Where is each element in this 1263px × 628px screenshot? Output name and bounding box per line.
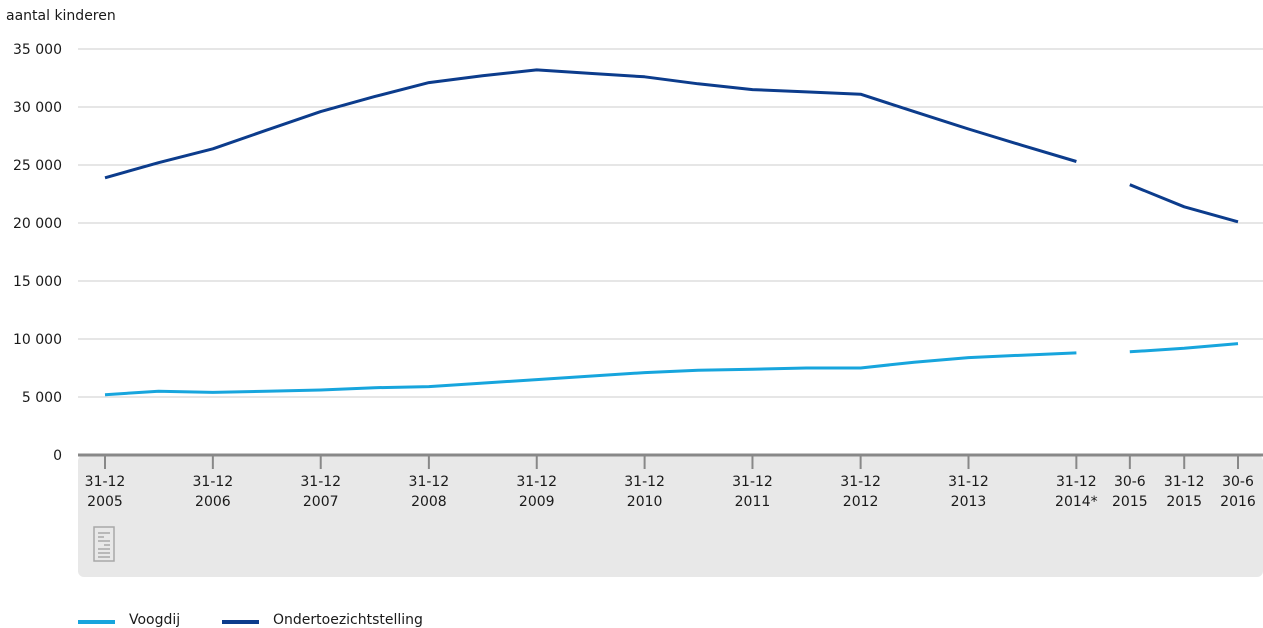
series-line bbox=[104, 68, 1077, 180]
gridlines bbox=[78, 48, 1263, 398]
x-tick-label: 31-12 bbox=[300, 474, 341, 490]
x-tick-label: 30-6 bbox=[1114, 474, 1146, 490]
x-tick-label: 31-12 bbox=[409, 474, 450, 490]
x-ticks: 31-12 2005 31-12 2006 31-12 2007 31-12 2008 31-1… bbox=[85, 455, 1256, 510]
y-tick-label: 15 000 bbox=[13, 274, 62, 290]
x-tick-label: 31-12 bbox=[948, 474, 989, 490]
x-tick-label: 2010 bbox=[627, 494, 663, 510]
y-tick-label: 35 000 bbox=[13, 42, 62, 58]
x-tick-label: 2005 bbox=[87, 494, 123, 510]
x-axis-panel bbox=[78, 455, 1263, 577]
x-tick-label: 2015 bbox=[1112, 494, 1148, 510]
y-tick-label: 30 000 bbox=[13, 100, 62, 116]
x-tick-label: 2006 bbox=[195, 494, 231, 510]
x-tick-label: 2012 bbox=[843, 494, 879, 510]
y-axis-label: aantal kinderen bbox=[6, 8, 116, 24]
x-tick-label: 2008 bbox=[411, 494, 447, 510]
y-tick-label: 10 000 bbox=[13, 332, 62, 348]
x-tick-label: 30-6 bbox=[1222, 474, 1254, 490]
x-tick-label: 31-12 bbox=[193, 474, 234, 490]
y-tick-labels: 0 5 000 10 000 15 000 20 000 25 000 30 000 35 0… bbox=[13, 42, 62, 464]
y-tick-label: 5 000 bbox=[22, 390, 62, 406]
x-tick-label: 2016 bbox=[1220, 494, 1256, 510]
x-tick-label: 2015 bbox=[1166, 494, 1202, 510]
x-tick-label: 31-12 bbox=[840, 474, 881, 490]
series-line-segment bbox=[1129, 183, 1239, 224]
x-tick-label: 31-12 bbox=[85, 474, 126, 490]
x-tick-label: 2007 bbox=[303, 494, 339, 510]
x-tick-label: 31-12 bbox=[1164, 474, 1205, 490]
x-tick-label: 2009 bbox=[519, 494, 555, 510]
series-lines bbox=[104, 68, 1239, 397]
x-tick-label: 2011 bbox=[735, 494, 771, 510]
x-tick-label: 2013 bbox=[951, 494, 987, 510]
cbs-logo-icon bbox=[93, 526, 115, 562]
y-tick-label: 20 000 bbox=[13, 216, 62, 232]
y-tick-label: 0 bbox=[53, 448, 62, 464]
legend-label: Voogdij bbox=[129, 612, 180, 628]
series-line-segment bbox=[1129, 342, 1239, 354]
y-tick-label: 25 000 bbox=[13, 158, 62, 174]
legend-label: Ondertoezichtstelling bbox=[273, 612, 423, 628]
series-line bbox=[104, 351, 1077, 397]
x-tick-label: 31-12 bbox=[516, 474, 557, 490]
legend: Voogdij Ondertoezichtstelling bbox=[78, 612, 423, 628]
x-tick-label: 2014* bbox=[1055, 494, 1098, 510]
x-tick-label: 31-12 bbox=[732, 474, 773, 490]
x-tick-label: 31-12 bbox=[1056, 474, 1097, 490]
x-tick-label: 31-12 bbox=[624, 474, 665, 490]
